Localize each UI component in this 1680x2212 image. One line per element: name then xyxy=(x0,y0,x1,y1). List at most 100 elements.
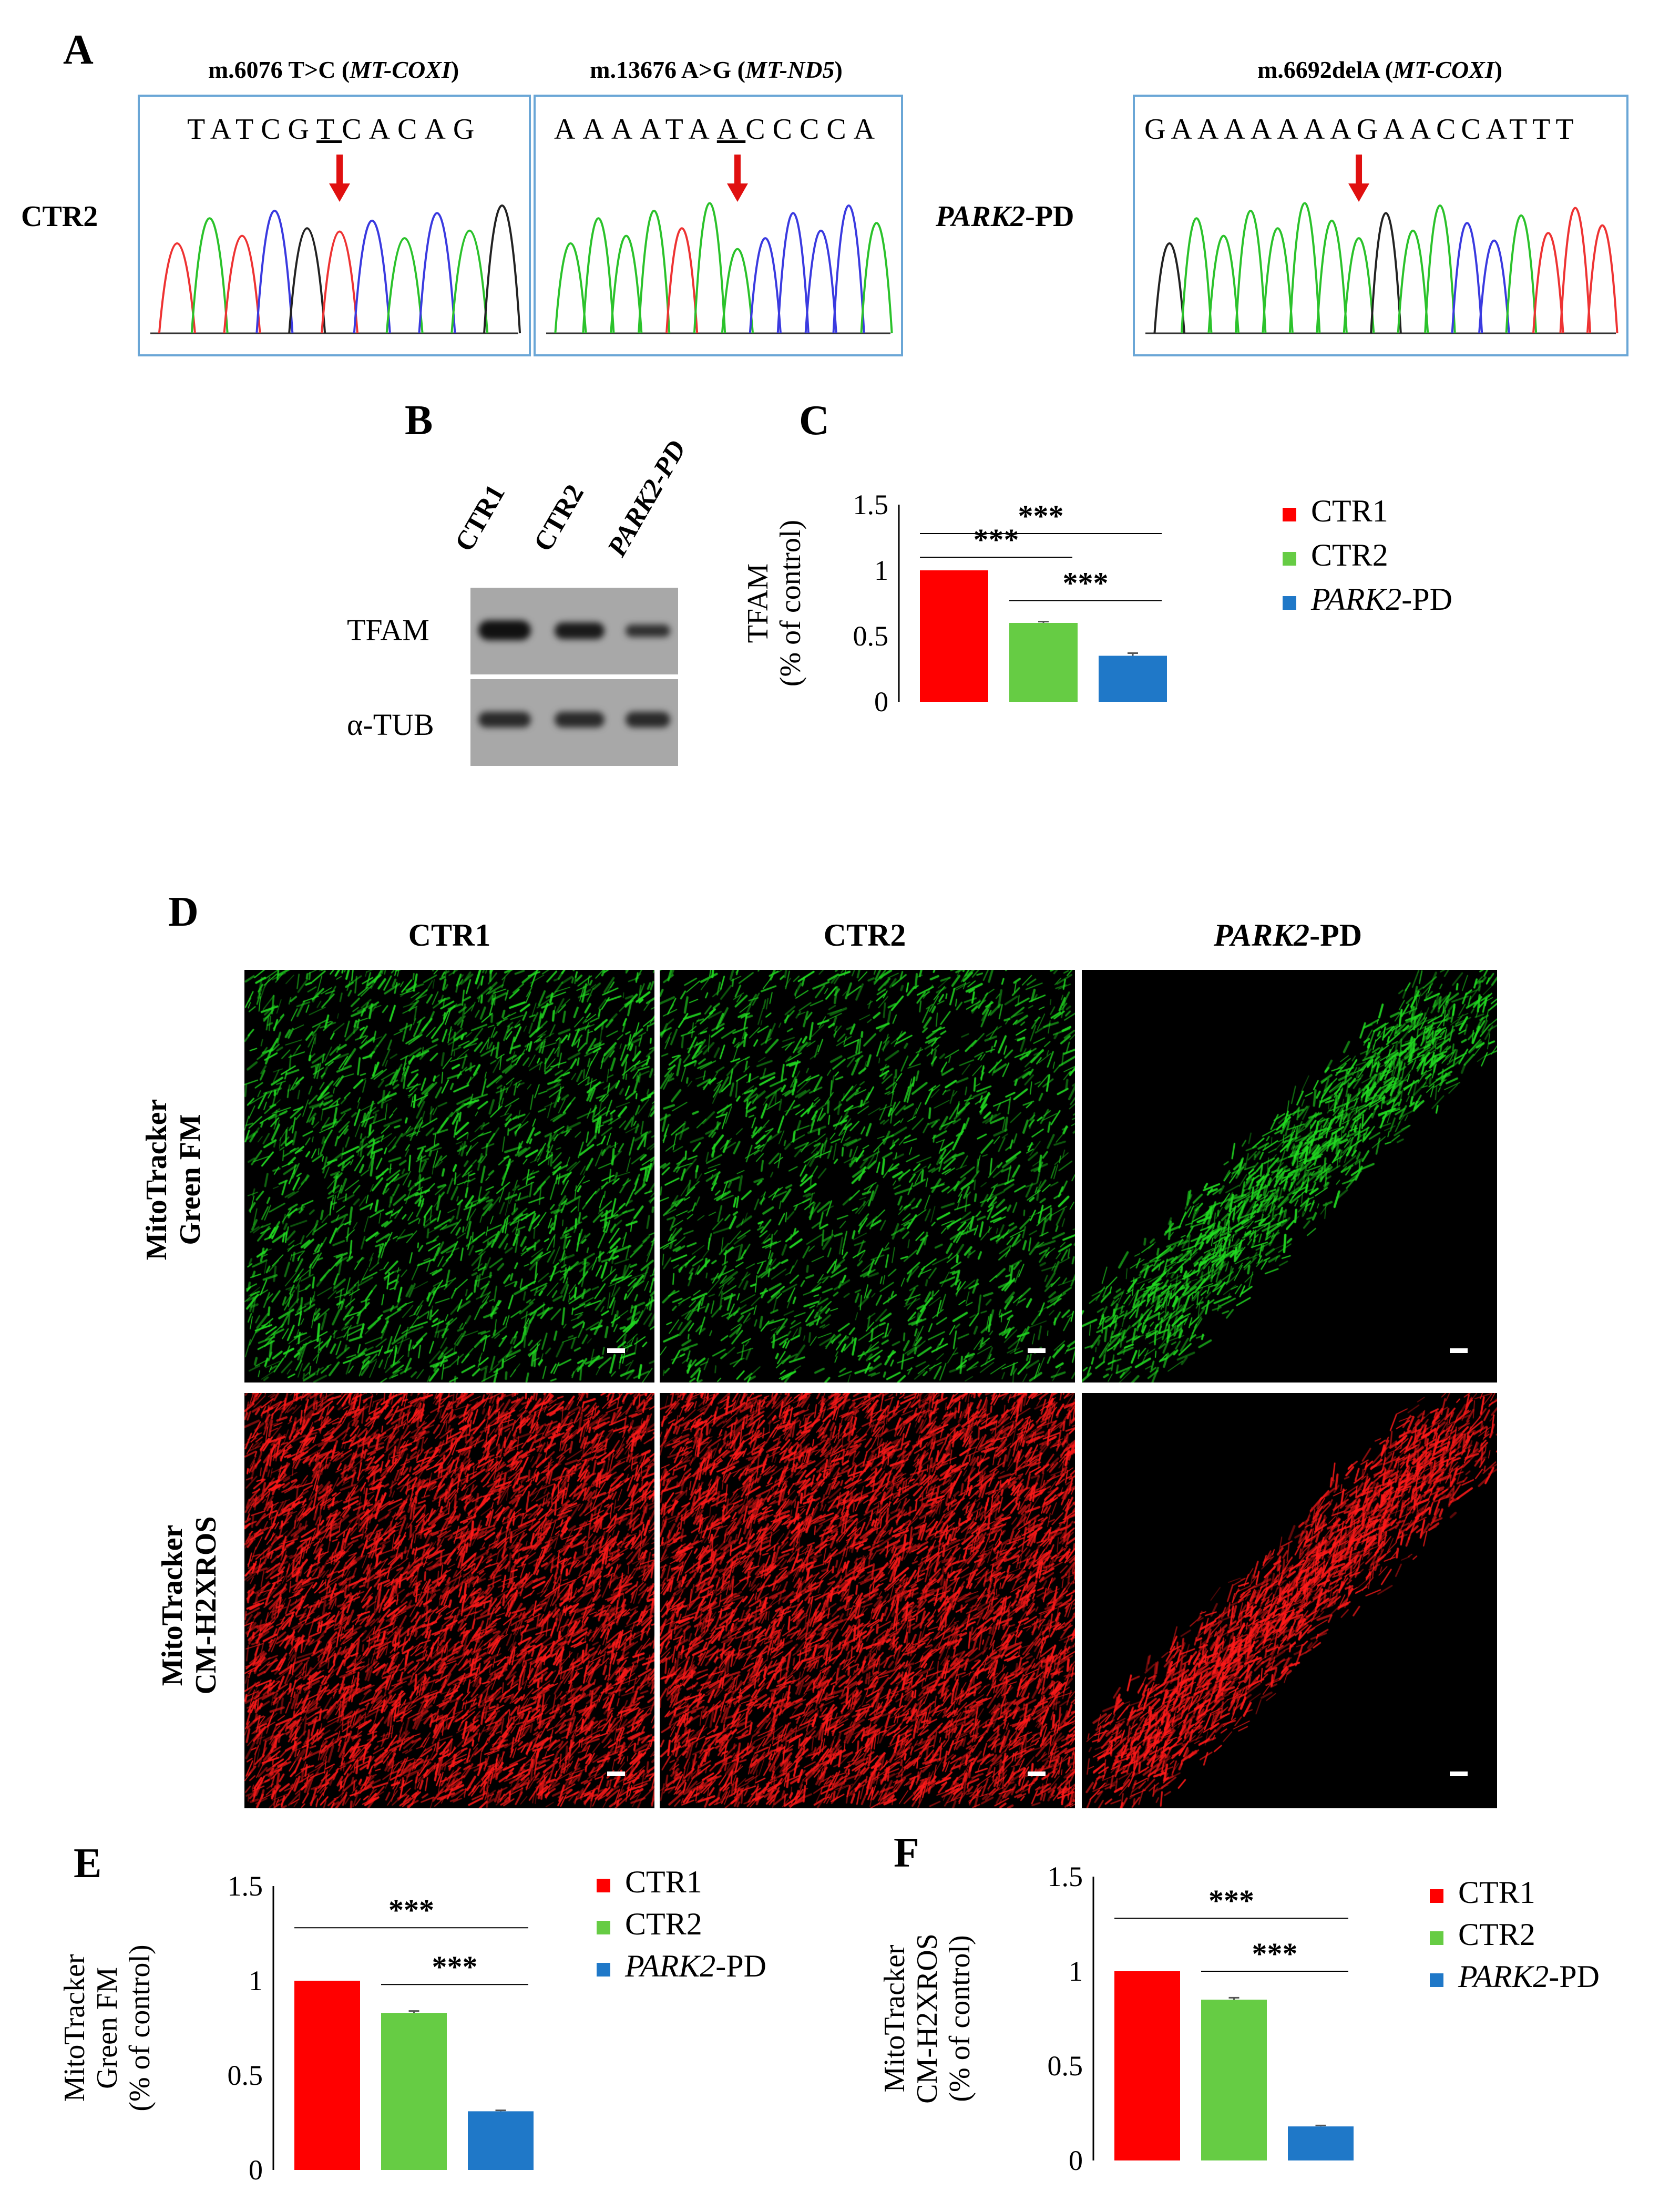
base-letter: T xyxy=(1555,113,1579,146)
row-label-green-fm: MitoTracker Green FM xyxy=(140,1099,207,1261)
trace-peak xyxy=(353,220,391,334)
y-tick-label: 1 xyxy=(874,555,888,586)
base-letter: A xyxy=(1197,113,1224,146)
column-label-ctr2: CTR2 xyxy=(823,918,906,953)
base-letter: C xyxy=(1436,113,1461,146)
band-ctr1 xyxy=(478,712,531,728)
chromatogram-box-3: GAAAAAAAGAACCATTT xyxy=(1133,95,1628,356)
significance-label: *** xyxy=(1252,1937,1298,1971)
base-letter: A xyxy=(1277,113,1304,146)
y-axis-label: MitoTracker xyxy=(58,1954,91,2102)
legend-e: CTR1 CTR2 PARK2-PD xyxy=(597,1861,766,1987)
trace-peak xyxy=(832,204,865,334)
chromatogram-trace xyxy=(1145,155,1618,334)
chromatogram-trace xyxy=(546,155,893,334)
legend-item-ctr1: CTR1 xyxy=(1430,1871,1600,1913)
bar-ctr2 xyxy=(1009,623,1078,702)
scale-bar xyxy=(1028,1348,1046,1353)
trace-peak xyxy=(1559,207,1592,334)
trace-peak xyxy=(776,212,810,334)
base-letter: C xyxy=(1461,113,1486,146)
micrograph-red-ctr1 xyxy=(244,1393,654,1808)
base-letter: A xyxy=(1303,113,1330,146)
trace-peak xyxy=(693,202,726,334)
scale-bar xyxy=(607,1771,625,1776)
trace-peak xyxy=(1262,227,1294,334)
trace-peak xyxy=(223,234,261,334)
y-tick-label: 0 xyxy=(874,686,888,718)
significance-bracket: *** xyxy=(920,523,1072,558)
base-letter: T xyxy=(1509,113,1533,146)
trace-peak xyxy=(804,229,837,334)
y-axis-label: (% of control) xyxy=(774,520,807,687)
significance-bracket: *** xyxy=(1201,1937,1348,1972)
trace-peak xyxy=(1343,237,1375,334)
panel-label-b: B xyxy=(405,397,433,444)
trace-peak xyxy=(483,204,521,334)
trace-peak xyxy=(190,217,229,334)
base-letter: C xyxy=(826,113,854,146)
trace-peak xyxy=(610,234,643,334)
base-letter: C xyxy=(261,113,288,146)
significance-bracket: *** xyxy=(1009,566,1162,601)
row-label-ctr2: CTR2 xyxy=(21,200,98,233)
base-letter: T xyxy=(1532,113,1556,146)
bar-ctr1 xyxy=(1114,1971,1180,2160)
trace-peak xyxy=(1532,232,1564,334)
row-label-cmh2xros: MitoTracker CM-H2XROS xyxy=(156,1516,222,1695)
base-letter: T xyxy=(187,113,210,146)
lane-label-ctr1: CTR1 xyxy=(449,479,511,557)
micrograph-green-ctr1 xyxy=(244,970,654,1382)
y-tick-label: 0.5 xyxy=(853,620,889,652)
base-letter: A xyxy=(716,113,746,146)
y-axis-label: (% of control) xyxy=(944,1935,976,2102)
base-letter: A xyxy=(611,113,640,146)
base-letter: G xyxy=(1144,113,1171,146)
trace-peak xyxy=(1207,234,1239,334)
y-axis-label: CM-H2XROS xyxy=(911,1933,944,2104)
base-letter: A xyxy=(853,113,883,146)
base-letter: A xyxy=(1250,113,1277,146)
base-letter: C xyxy=(772,113,800,146)
trace-peak xyxy=(1451,222,1483,334)
trace-title-1: m.6076 T>C (MT-COXI) xyxy=(208,56,459,83)
base-letter: G xyxy=(288,113,316,146)
chart-e: 0 0.5 1 1.5 MitoTracker Green FM (% of control… xyxy=(58,1871,534,2186)
bar-park2-pd xyxy=(468,2111,534,2170)
chart-f: 0 0.5 1 1.5 MitoTracker CM-H2XROS (% of contro… xyxy=(878,1861,1354,2176)
chromatogram-trace xyxy=(150,155,521,334)
significance-label: *** xyxy=(974,523,1019,557)
y-axis-label: TFAM xyxy=(742,564,774,643)
panel-label-f: F xyxy=(894,1830,919,1876)
base-letter: G xyxy=(1356,113,1384,146)
trace-peak xyxy=(1234,209,1267,334)
mutation-arrow xyxy=(329,155,350,202)
trace-peak xyxy=(554,242,587,334)
mutation-arrow xyxy=(1348,155,1370,202)
trace-peak xyxy=(158,242,196,334)
panel-label-a: A xyxy=(63,27,94,73)
y-tick-label: 0.5 xyxy=(1048,2050,1083,2082)
trace-peak xyxy=(1288,202,1321,334)
base-letter: A xyxy=(640,113,665,146)
legend-item-park2pd: PARK2-PD xyxy=(1430,1955,1600,1998)
base-letter: A xyxy=(582,113,611,146)
significance-label: *** xyxy=(388,1893,434,1927)
base-letter: C xyxy=(397,113,425,146)
significance-bracket: *** xyxy=(294,1893,528,1929)
trace-title-3: m.6692delA (MT-COXI) xyxy=(1257,56,1503,83)
base-letter: A xyxy=(424,113,453,146)
bar-park2-pd xyxy=(1288,2126,1354,2160)
trace-title-2: m.13676 A>G (MT-ND5) xyxy=(590,56,843,83)
y-tick-label: 0.5 xyxy=(228,2060,263,2091)
y-tick-label: 1.5 xyxy=(228,1871,263,1902)
legend-item-park2pd: PARK2-PD xyxy=(1283,577,1452,621)
panel-label-e: E xyxy=(74,1840,102,1887)
bar-ctr2 xyxy=(1201,2000,1267,2160)
legend-item-park2pd: PARK2-PD xyxy=(597,1945,766,1987)
legend-item-ctr1: CTR1 xyxy=(597,1861,766,1903)
sequence-text: AAAATAACCCCA xyxy=(554,112,882,146)
significance-bracket: *** xyxy=(1114,1883,1348,1919)
band-park2pd xyxy=(626,624,670,637)
